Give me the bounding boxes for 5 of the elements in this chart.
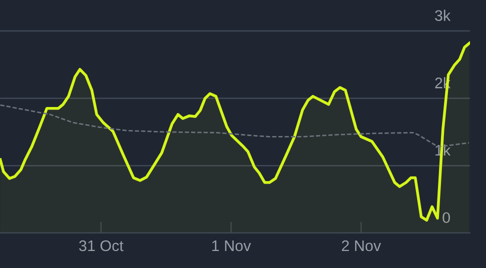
x-tick-label: 1 Nov xyxy=(212,240,251,252)
y-tick-label: 0 xyxy=(442,212,450,224)
x-tick-label: 31 Oct xyxy=(79,240,124,252)
y-tick-label: 3k xyxy=(435,10,451,22)
x-tick-label: 2 Nov xyxy=(342,240,382,252)
